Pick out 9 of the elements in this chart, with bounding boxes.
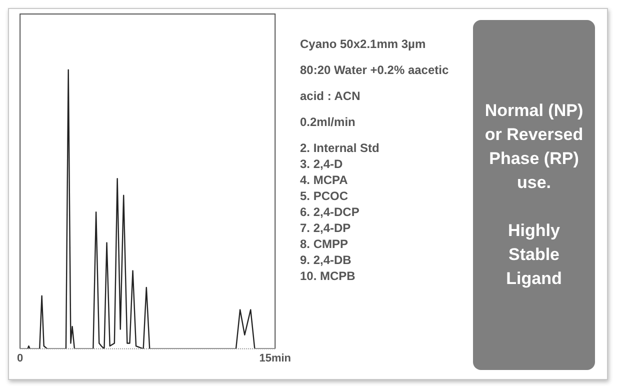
text: Cyano 50x2.1mm 3µm: [300, 36, 427, 52]
x-tick-label: 15min: [259, 352, 292, 364]
text: 2. Internal Std 3. 2,4-D 4. MCPA 5. PCOC 6. 2,4-DCP 7. 2,4-DP 8. CMPP 9. 2,4-DB 10. MCPB: [300, 141, 380, 283]
text: acid : ACN: [300, 88, 362, 104]
text: Normal (NP) or Reversed Phase (RP) use.: [484, 100, 584, 194]
text: 0.2ml/min: [300, 114, 356, 130]
x-tick-label: 0: [16, 352, 24, 364]
text: Highly Stable Ligand: [505, 220, 563, 290]
text: 80:20 Water +0.2% aacetic: [300, 62, 450, 78]
